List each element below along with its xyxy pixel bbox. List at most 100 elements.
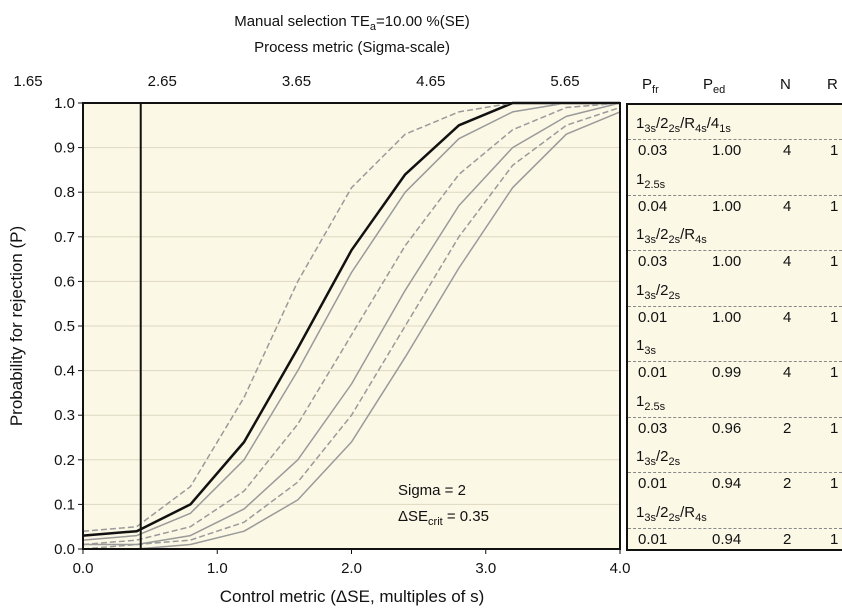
rule-part: 1 — [636, 337, 645, 354]
rule-subscript: 1s — [719, 123, 731, 135]
x-tick-label: 1.0 — [207, 560, 228, 577]
row-divider — [628, 361, 842, 362]
rule-values-row: 0.01 0.94 2 1 — [628, 475, 842, 497]
top-tick-label: 1.65 — [13, 73, 42, 90]
rule-subscript: 3s — [644, 234, 656, 246]
rule-subscript: 2s — [668, 123, 681, 135]
value-r: 1 — [830, 197, 839, 215]
rule-subscript: 2s — [668, 456, 681, 468]
value-ped: 0.96 — [712, 419, 742, 437]
header-r: R — [827, 76, 838, 93]
top-tick-label: 3.65 — [282, 73, 311, 90]
row-divider — [628, 472, 842, 473]
rule-subscript: 2.5s — [644, 400, 666, 413]
series-line — [83, 111, 621, 550]
dse-crit-annotation: ΔSEcrit = 0.35 — [398, 508, 489, 528]
top-tick-label: 5.65 — [550, 73, 579, 90]
value-r: 1 — [830, 530, 839, 548]
rule-subscript: 3s — [644, 289, 656, 302]
value-ped: 1.00 — [712, 197, 742, 215]
series-line — [82, 106, 621, 550]
rule-part: /2 — [655, 115, 669, 132]
value-n: 2 — [783, 530, 792, 548]
rule-name: 13s/22s/R4s — [636, 226, 707, 246]
rule-part: 1 — [636, 170, 645, 188]
y-tick-label: 0.3 — [54, 407, 75, 424]
rule-values-row: 0.01 1.00 4 1 — [628, 309, 842, 331]
rule-subscript: 3s — [644, 345, 656, 357]
header-pfr: Pfr — [642, 76, 659, 96]
value-ped: 0.94 — [712, 475, 742, 492]
y-axis-ticks: 0.0 0.1 0.2 0.3 0.4 0.5 0.6 0.7 0.8 0.9 1.0 — [54, 95, 83, 558]
row-divider — [628, 194, 842, 196]
rule-part: 1 — [636, 281, 645, 299]
chart-title: Manual selection TEa=10.00 %(SE) — [234, 13, 470, 33]
rule-values-row: 0.03 1.00 4 1 — [628, 253, 842, 275]
rule-subscript: 2.5s — [644, 178, 666, 191]
value-r: 1 — [830, 419, 839, 437]
rule-subscript: 4s — [695, 123, 707, 135]
value-n: 4 — [783, 197, 792, 215]
rule-subscript: 3s — [644, 511, 656, 524]
y-tick-label: 0.5 — [54, 318, 75, 335]
rule-part: 1 — [636, 448, 645, 465]
value-r: 1 — [830, 142, 839, 159]
value-n: 2 — [783, 475, 792, 492]
value-n: 4 — [783, 308, 792, 326]
curve-group — [82, 101, 621, 550]
value-ped: 0.99 — [712, 364, 742, 381]
value-pfr: 0.03 — [638, 142, 668, 159]
value-ped: 1.00 — [712, 253, 742, 270]
value-pfr: 0.01 — [638, 308, 668, 326]
rule-subscript: 4s — [695, 234, 707, 246]
series-line — [82, 102, 621, 546]
y-tick-label: 0.0 — [54, 541, 75, 558]
rule-values-row: 0.03 1.00 4 1 — [628, 142, 842, 164]
rule-part: 1 — [636, 392, 645, 410]
rule-name: 12.5s — [636, 171, 665, 191]
y-tick-label: 1.0 — [54, 95, 75, 112]
x-tick-label: 4.0 — [610, 560, 631, 577]
value-r: 1 — [830, 308, 839, 326]
y-tick-label: 0.8 — [54, 184, 75, 201]
x-axis-ticks: 0.0 1.0 2.0 3.0 4.0 — [73, 549, 631, 577]
x-axis-label: Control metric (ΔSE, multiples of s) — [220, 587, 485, 606]
row-divider — [628, 416, 842, 418]
header-ped: Ped — [703, 76, 726, 96]
y-tick-label: 0.4 — [54, 363, 75, 380]
rule-name: 13s — [636, 337, 656, 357]
value-r: 1 — [830, 253, 839, 270]
rule-part: /4 — [706, 115, 720, 132]
rule-values-row: 0.04 1.00 4 1 — [628, 198, 842, 220]
y-axis-label: Probability for rejection (P) — [7, 226, 26, 426]
value-pfr: 0.01 — [638, 530, 668, 548]
value-n: 4 — [783, 142, 792, 159]
rule-values-row: 0.01 0.94 2 1 — [628, 531, 842, 553]
value-r: 1 — [830, 364, 839, 381]
rule-part: 1 — [636, 226, 645, 243]
value-ped: 1.00 — [712, 308, 742, 326]
top-tick-label: 2.65 — [148, 73, 177, 90]
top-tick-label: 4.65 — [416, 73, 445, 90]
x-tick-label: 2.0 — [341, 560, 362, 577]
y-tick-label: 0.7 — [54, 229, 75, 246]
rule-subscript: 2s — [668, 289, 681, 302]
rule-part: /2 — [655, 503, 669, 521]
value-n: 4 — [783, 364, 792, 381]
top-axis-ticks: 1.65 2.65 3.65 4.65 5.65 — [13, 73, 579, 90]
rule-subscript: 2s — [668, 234, 681, 246]
value-pfr: 0.01 — [638, 475, 668, 492]
y-tick-label: 0.1 — [54, 496, 75, 513]
rule-part: /2 — [655, 226, 669, 243]
value-r: 1 — [830, 475, 839, 492]
rules-table: 13s/22s/R4s/41s 0.03 1.00 4 1 12.5s 0.04 1.00 4 1… — [626, 103, 842, 551]
series-line — [82, 101, 620, 537]
rule-name: 13s/22s — [636, 448, 680, 468]
rule-name: 12.5s — [636, 393, 665, 413]
chart-titles: Manual selection TEa=10.00 %(SE) Process… — [234, 13, 470, 56]
rule-subscript: 3s — [644, 123, 656, 135]
rule-subscript: 2s — [668, 511, 681, 524]
value-n: 2 — [783, 419, 792, 437]
rules-table-header: Pfr Ped N R — [626, 68, 842, 102]
